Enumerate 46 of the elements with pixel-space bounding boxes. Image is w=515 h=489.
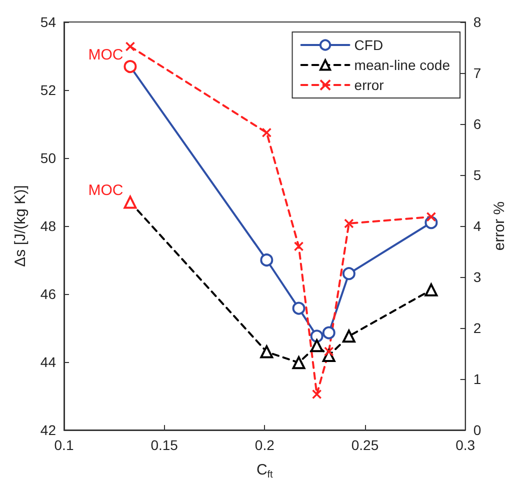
point	[262, 128, 272, 138]
y-tick-label: 52	[40, 82, 56, 98]
point	[322, 326, 336, 340]
y2-tick-label: 0	[473, 422, 482, 438]
legend-label: CFD	[354, 37, 384, 53]
point	[344, 218, 354, 228]
y-tick-label: 48	[40, 218, 56, 234]
y-tick-label: 54	[40, 14, 56, 30]
y-axis-title: Δs [J/(kg K)]	[12, 185, 29, 267]
point	[426, 212, 436, 222]
point	[292, 356, 306, 370]
y2-axis-title: error %	[491, 201, 508, 251]
annotation: MOC	[88, 46, 124, 64]
annotation: MOC	[88, 182, 124, 200]
point	[125, 42, 136, 52]
point	[342, 267, 356, 280]
point	[294, 242, 304, 252]
x-tick-label: 0.3	[456, 437, 476, 453]
point	[312, 389, 322, 400]
y2-tick-label: 7	[473, 65, 482, 81]
x-tick-label: 0.15	[150, 437, 178, 453]
point	[260, 254, 274, 266]
y2-tick-label: 3	[473, 269, 482, 285]
point	[292, 302, 306, 315]
y-tick-label: 44	[40, 354, 56, 370]
y2-tick-label: 1	[473, 371, 482, 387]
point	[342, 330, 356, 343]
point	[124, 60, 137, 74]
y-tick-label: 46	[40, 286, 56, 302]
y2-tick-label: 4	[473, 218, 482, 234]
y-tick-label: 42	[40, 422, 56, 438]
point	[424, 283, 438, 296]
point	[310, 339, 324, 352]
y2-tick-label: 6	[473, 116, 482, 132]
legend-label: error	[354, 77, 384, 93]
point	[260, 345, 274, 358]
y2-tick-label: 2	[473, 320, 482, 336]
x-tick-label: 0.25	[351, 437, 379, 453]
y2-tick-label: 5	[473, 167, 482, 183]
legend-label: mean-line code	[354, 57, 450, 73]
x-tick-label: 0.2	[254, 437, 275, 453]
point	[310, 330, 324, 343]
x-tick-label: 0.1	[54, 437, 74, 453]
point	[124, 196, 137, 209]
y-tick-label: 50	[40, 150, 56, 166]
y2-tick-label: 8	[473, 14, 482, 30]
